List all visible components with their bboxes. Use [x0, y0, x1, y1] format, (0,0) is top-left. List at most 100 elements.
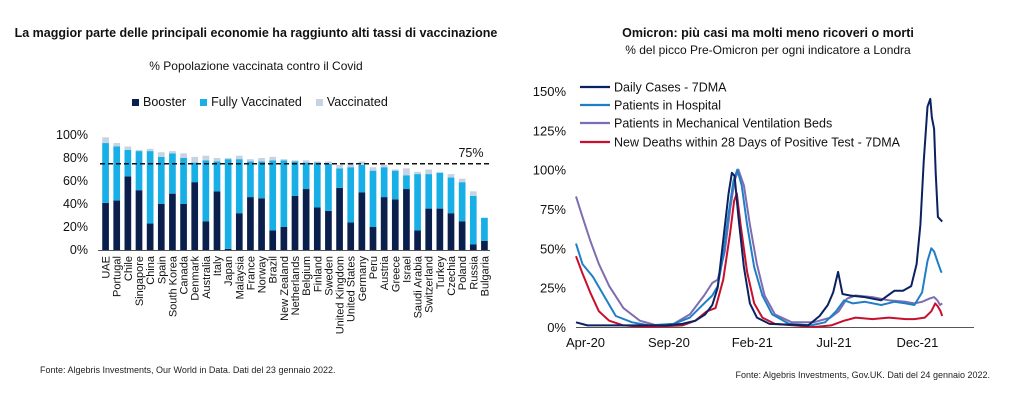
y-tick-label: 100%	[56, 128, 88, 142]
bar-segment-booster	[358, 192, 366, 250]
bar-segment-booster	[191, 182, 199, 250]
right-source-note: Fonte: Algebris Investments, Gov.UK. Dat…	[735, 370, 990, 380]
bar-segment-vaccinated	[146, 148, 154, 152]
y-tick-label: 60%	[63, 174, 88, 188]
bar-segment-vaccinated	[235, 155, 243, 160]
bar-segment-vaccinated	[447, 174, 455, 178]
y-tick-label: 150%	[533, 84, 567, 99]
bar-segment-fully	[247, 161, 254, 198]
x-tick-label: Turkey	[435, 256, 447, 290]
x-tick-label: Czechia	[446, 255, 458, 296]
x-tick-label: Sweden	[323, 256, 335, 296]
x-tick-label: Canada	[179, 255, 191, 294]
x-tick-label: France	[245, 256, 257, 290]
bar-segment-booster	[124, 176, 132, 250]
bar-segment-vaccinated	[369, 167, 377, 171]
bar-segment-vaccinated	[280, 159, 288, 161]
bar-segment-fully	[135, 151, 143, 191]
bar-segment-fully	[302, 162, 310, 190]
bar-segment-booster	[447, 213, 455, 250]
bar-segment-vaccinated	[113, 143, 121, 147]
bar-segment-fully	[403, 175, 410, 190]
legend-label-2: Patients in Mechanical Ventilation Beds	[614, 117, 832, 131]
legend-label-fully: Fully Vaccinated	[211, 95, 302, 109]
bar-segment-booster	[269, 230, 277, 250]
bar-segment-booster	[202, 221, 210, 250]
bar-segment-booster	[169, 193, 176, 250]
x-tick-label: United Kingdom	[335, 256, 347, 334]
bar-segment-vaccinated	[102, 137, 109, 144]
bar-segment-fully	[425, 174, 433, 209]
bar-segment-fully	[146, 151, 154, 224]
x-tick-label: Spain	[156, 256, 168, 284]
y-tick-label: 50%	[540, 241, 566, 256]
bar-segment-vaccinated	[258, 158, 265, 162]
bar-segment-vaccinated	[213, 158, 221, 162]
bar-segment-vaccinated	[425, 169, 433, 175]
legend-label-1: Patients in Hospital	[614, 99, 721, 113]
x-tick-label: Finland	[312, 256, 324, 292]
x-tick-label: Sep-20	[648, 335, 690, 350]
legend-item-booster: Booster	[132, 95, 186, 109]
bar-segment-vaccinated	[180, 153, 187, 158]
bar-segment-fully	[325, 163, 332, 211]
bar-segment-booster	[102, 202, 109, 250]
bar-segment-fully	[447, 177, 455, 214]
bar-segment-vaccinated	[313, 161, 321, 163]
bar-segment-booster	[113, 200, 121, 250]
bar-segment-vaccinated	[436, 171, 444, 173]
bar-segment-fully	[213, 161, 221, 192]
bar-segment-vaccinated	[135, 149, 143, 152]
right-chart-subtitle: % del picco Pre-Omicron per ogni indicat…	[625, 43, 911, 57]
legend-swatch-booster	[132, 98, 139, 106]
bar-segment-fully	[157, 156, 165, 204]
left-chart-title: La maggior parte delle principali econom…	[14, 26, 498, 40]
bar-segment-booster	[325, 210, 332, 250]
bar-segment-fully	[102, 143, 109, 203]
bar-segment-booster	[458, 221, 466, 250]
y-tick-label: 40%	[63, 197, 88, 211]
bar-segment-fully	[202, 160, 210, 222]
bar-segment-booster	[235, 213, 243, 250]
bar-segment-booster	[425, 208, 433, 250]
bar-segment-booster	[436, 208, 444, 250]
legend-item-vaccinated: Vaccinated	[315, 95, 388, 109]
bar-segment-booster	[146, 223, 154, 250]
bar-segment-fully	[391, 170, 399, 200]
bar-segment-fully	[469, 195, 477, 245]
y-tick-label: 100%	[533, 163, 567, 178]
x-tick-label: United States	[346, 256, 358, 323]
x-tick-label: Australia	[201, 255, 213, 299]
bar-segment-vaccinated	[469, 191, 477, 196]
bar-segment-fully	[269, 160, 277, 231]
left-legend: Booster Fully Vaccinated Vaccinated	[132, 95, 388, 109]
bar-segment-booster	[391, 199, 399, 250]
bar-segment-booster	[336, 187, 343, 250]
bar-segment-fully	[358, 164, 366, 193]
x-tick-label: Netherlands	[290, 256, 302, 316]
x-tick-label: Singapore	[134, 256, 146, 306]
legend-label-0: Daily Cases - 7DMA	[614, 81, 727, 95]
bar-segment-vaccinated	[325, 161, 332, 164]
bar-segment-vaccinated	[458, 178, 466, 183]
bar-segment-vaccinated	[336, 164, 343, 169]
series-line-1	[575, 168, 943, 327]
omicron-chart-panel: Omicron: più casi ma molti meno ricoveri…	[512, 0, 1024, 401]
bar-segment-fully	[347, 167, 355, 223]
bar-segment-booster	[135, 190, 143, 250]
bar-segment-fully	[313, 162, 321, 208]
bar-segment-vaccinated	[202, 155, 210, 161]
bar-segment-vaccinated	[157, 152, 165, 157]
x-tick-label: Austria	[379, 255, 391, 290]
bar-segment-booster	[347, 222, 355, 250]
x-tick-label: Portugal	[112, 256, 124, 297]
x-tick-label: Jul-21	[816, 335, 851, 350]
bar-segment-booster	[481, 240, 488, 250]
y-tick-label: 125%	[533, 123, 567, 138]
x-tick-label: Brazil	[268, 256, 280, 284]
series-line-2	[575, 168, 943, 327]
vaccination-bar-chart: 100% 80% 60% 40% 20% 0% UAE Portugal Chile Singap…	[56, 128, 491, 334]
y-tick-label: 20%	[63, 220, 88, 234]
bar-segment-fully	[258, 161, 265, 199]
x-tick-label: Denmark	[190, 256, 202, 301]
